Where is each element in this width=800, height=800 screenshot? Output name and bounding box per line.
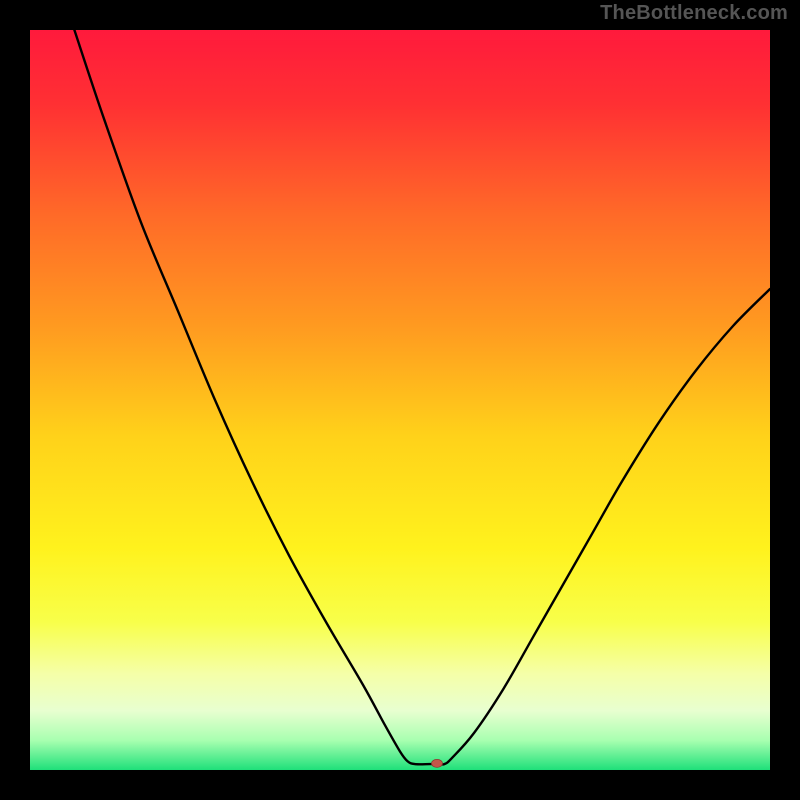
plot-background: [30, 30, 770, 770]
watermark-text: TheBottleneck.com: [600, 2, 788, 25]
chart-container: TheBottleneck.com: [0, 0, 800, 800]
minimum-marker: [432, 759, 443, 767]
bottleneck-chart: [0, 0, 800, 800]
